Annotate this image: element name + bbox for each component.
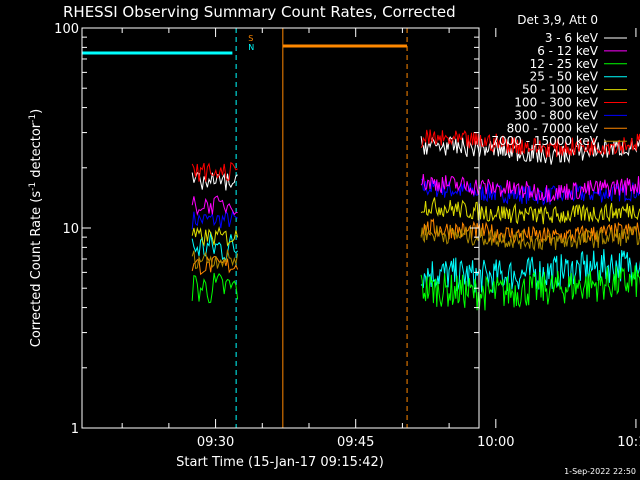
night-label: N bbox=[248, 43, 254, 52]
y-axis-label-mid: detector bbox=[29, 122, 44, 182]
timestamp: 1-Sep-2022 22:50 bbox=[564, 467, 636, 476]
data-layer: SN bbox=[81, 28, 640, 428]
legend-header: Det 3,9, Att 0 bbox=[517, 13, 598, 27]
series-800to7000keV-trace bbox=[191, 218, 640, 276]
series-trace-segment-1 bbox=[191, 272, 239, 304]
series-trace-segment-1 bbox=[191, 209, 238, 230]
legend-label: 50 - 100 keV bbox=[522, 83, 599, 97]
series-trace-segment-2 bbox=[420, 174, 640, 203]
y-tick-label: 1 bbox=[71, 422, 79, 437]
series-12to25keV-trace bbox=[191, 265, 640, 311]
x-tick-label: 09:30 bbox=[197, 435, 234, 450]
chart-title: RHESSI Observing Summary Count Rates, Co… bbox=[63, 3, 456, 21]
legend-label: 100 - 300 keV bbox=[514, 96, 598, 110]
series-trace-segment-1 bbox=[191, 256, 239, 276]
series-trace-segment-2 bbox=[420, 197, 640, 225]
x-tick-label: 09:45 bbox=[337, 435, 374, 450]
series-trace-segment-2 bbox=[420, 265, 640, 311]
legend-label: 3 - 6 keV bbox=[545, 31, 599, 45]
series-trace-segment-1 bbox=[191, 195, 238, 217]
series-trace-segment-1 bbox=[191, 249, 239, 270]
y-tick-label: 100 bbox=[54, 22, 79, 37]
series-7000to15000keV-trace bbox=[191, 225, 640, 270]
series-trace-segment-1 bbox=[191, 232, 238, 263]
series-50to100keV-trace bbox=[191, 197, 640, 247]
y-tick-label: 10 bbox=[62, 222, 79, 237]
series-trace-segment-2 bbox=[420, 129, 640, 158]
series-trace-segment-2 bbox=[421, 178, 640, 206]
series-trace-segment-2 bbox=[420, 218, 640, 245]
y-axis-label-sup2: -1 bbox=[28, 114, 38, 123]
series-100to300keV-trace bbox=[191, 129, 640, 182]
series-trace-segment-2 bbox=[420, 225, 640, 252]
x-tick-label: 10:15 bbox=[617, 435, 640, 450]
x-tick-label: 10:00 bbox=[477, 435, 514, 450]
y-axis-label-sup1: -1 bbox=[28, 182, 38, 191]
series-6to12keV-trace bbox=[191, 174, 640, 217]
legend-label: 300 - 800 keV bbox=[514, 108, 598, 122]
plot-frame bbox=[81, 27, 480, 429]
legend-label: 12 - 25 keV bbox=[530, 57, 599, 71]
legend-label: 7000 - 15000 keV bbox=[491, 134, 598, 148]
x-axis-label: Start Time (15-Jan-17 09:15:42) bbox=[176, 455, 384, 470]
series-trace-segment-1 bbox=[191, 225, 239, 247]
y-axis-label-end: ) bbox=[29, 109, 44, 114]
legend-label: 800 - 7000 keV bbox=[507, 121, 599, 135]
saa-label: S bbox=[248, 34, 253, 43]
legend-label: 25 - 50 keV bbox=[530, 70, 599, 84]
legend-label: 6 - 12 keV bbox=[537, 44, 599, 58]
y-axis-label-main: Corrected Count Rate (s bbox=[29, 191, 44, 348]
series-trace-segment-1 bbox=[191, 161, 238, 182]
series-300to800keV-trace bbox=[191, 178, 640, 230]
y-axis-label: Corrected Count Rate (s-1 detector-1) bbox=[28, 109, 44, 347]
